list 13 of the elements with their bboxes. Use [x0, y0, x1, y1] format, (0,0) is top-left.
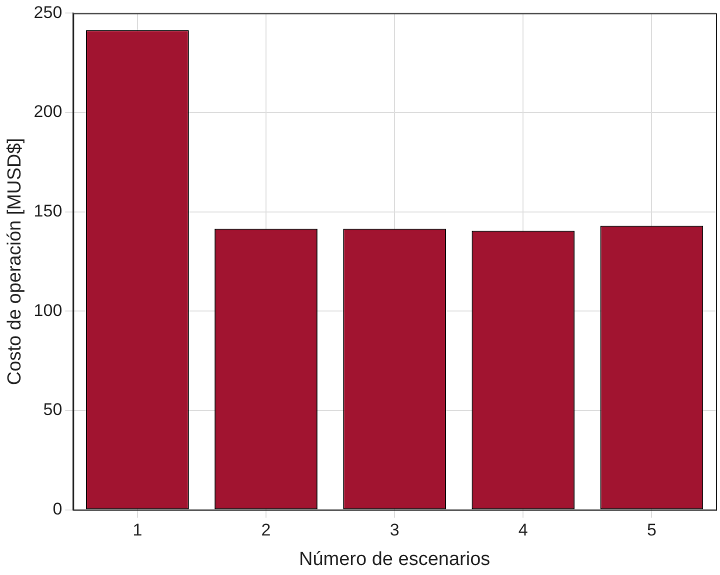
x-tick-label: 4 — [518, 520, 528, 540]
x-tick-label: 5 — [646, 520, 656, 540]
y-tick-label: 250 — [34, 2, 62, 22]
x-tick-label: 2 — [261, 520, 271, 540]
x-axis-title: Número de escenarios — [299, 548, 490, 570]
y-tick-label: 200 — [34, 102, 62, 122]
y-tick-label: 100 — [34, 300, 62, 320]
y-axis-title: Costo de operación [MUSD$] — [4, 138, 26, 386]
y-tick-label: 0 — [52, 499, 62, 518]
x-tick-label: 3 — [390, 520, 400, 540]
x-tick-label: 1 — [132, 520, 142, 540]
y-tick-label: 50 — [43, 400, 62, 420]
y-tick-label: 150 — [34, 202, 62, 221]
